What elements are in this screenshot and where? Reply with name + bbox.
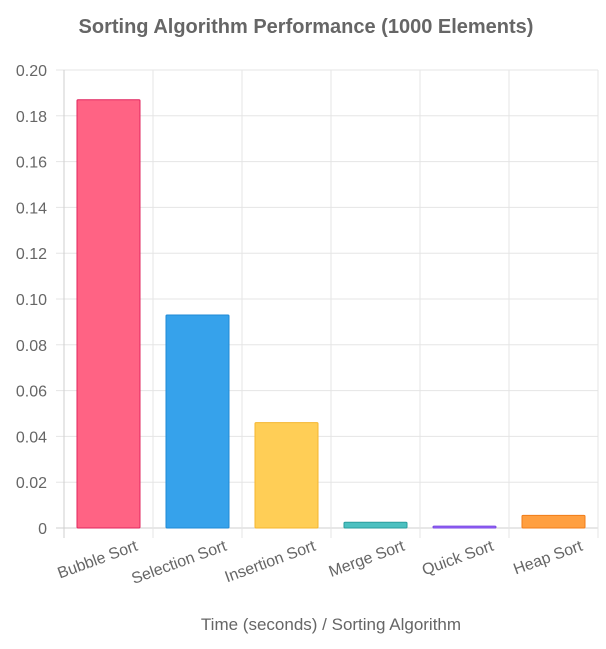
chart-title: Sorting Algorithm Performance (1000 Elem…: [79, 16, 534, 38]
bars: [76, 99, 586, 529]
x-tick-label: Insertion Sort: [223, 538, 319, 587]
y-tick-label: 0.08: [16, 338, 47, 355]
y-tick-label: 0: [38, 521, 47, 538]
bar-quick-sort[interactable]: [432, 525, 497, 529]
y-tick-label: 0.18: [16, 109, 47, 126]
y-tick-label: 0.04: [16, 429, 47, 446]
bar-selection-sort[interactable]: [165, 314, 230, 529]
x-tick-label: Bubble Sort: [55, 538, 140, 583]
bar-heap-sort[interactable]: [521, 514, 586, 529]
y-axis-ticks: 0 0.02 0.04 0.06 0.08 0.10 0.12 0.14 0.16 0.18 0.2…: [16, 63, 47, 538]
bar-insertion-sort[interactable]: [254, 422, 319, 529]
y-tick-label: 0.20: [16, 63, 47, 80]
bar-merge-sort[interactable]: [343, 521, 408, 529]
x-tick-label: Merge Sort: [327, 538, 408, 581]
x-tick-label: Selection Sort: [129, 538, 229, 588]
x-tick-label: Heap Sort: [511, 538, 585, 579]
y-tick-label: 0.06: [16, 384, 47, 401]
y-tick-label: 0.12: [16, 246, 47, 263]
y-tick-label: 0.02: [16, 475, 47, 492]
y-tick-label: 0.14: [16, 200, 47, 217]
x-tick-label: Quick Sort: [420, 538, 497, 580]
y-tick-label: 0.16: [16, 155, 47, 172]
y-tick-label: 0.10: [16, 292, 47, 309]
grid-lines: [56, 69, 599, 538]
bar-bubble-sort[interactable]: [76, 99, 141, 529]
x-axis-title: Time (seconds) / Sorting Algorithm: [201, 615, 461, 634]
